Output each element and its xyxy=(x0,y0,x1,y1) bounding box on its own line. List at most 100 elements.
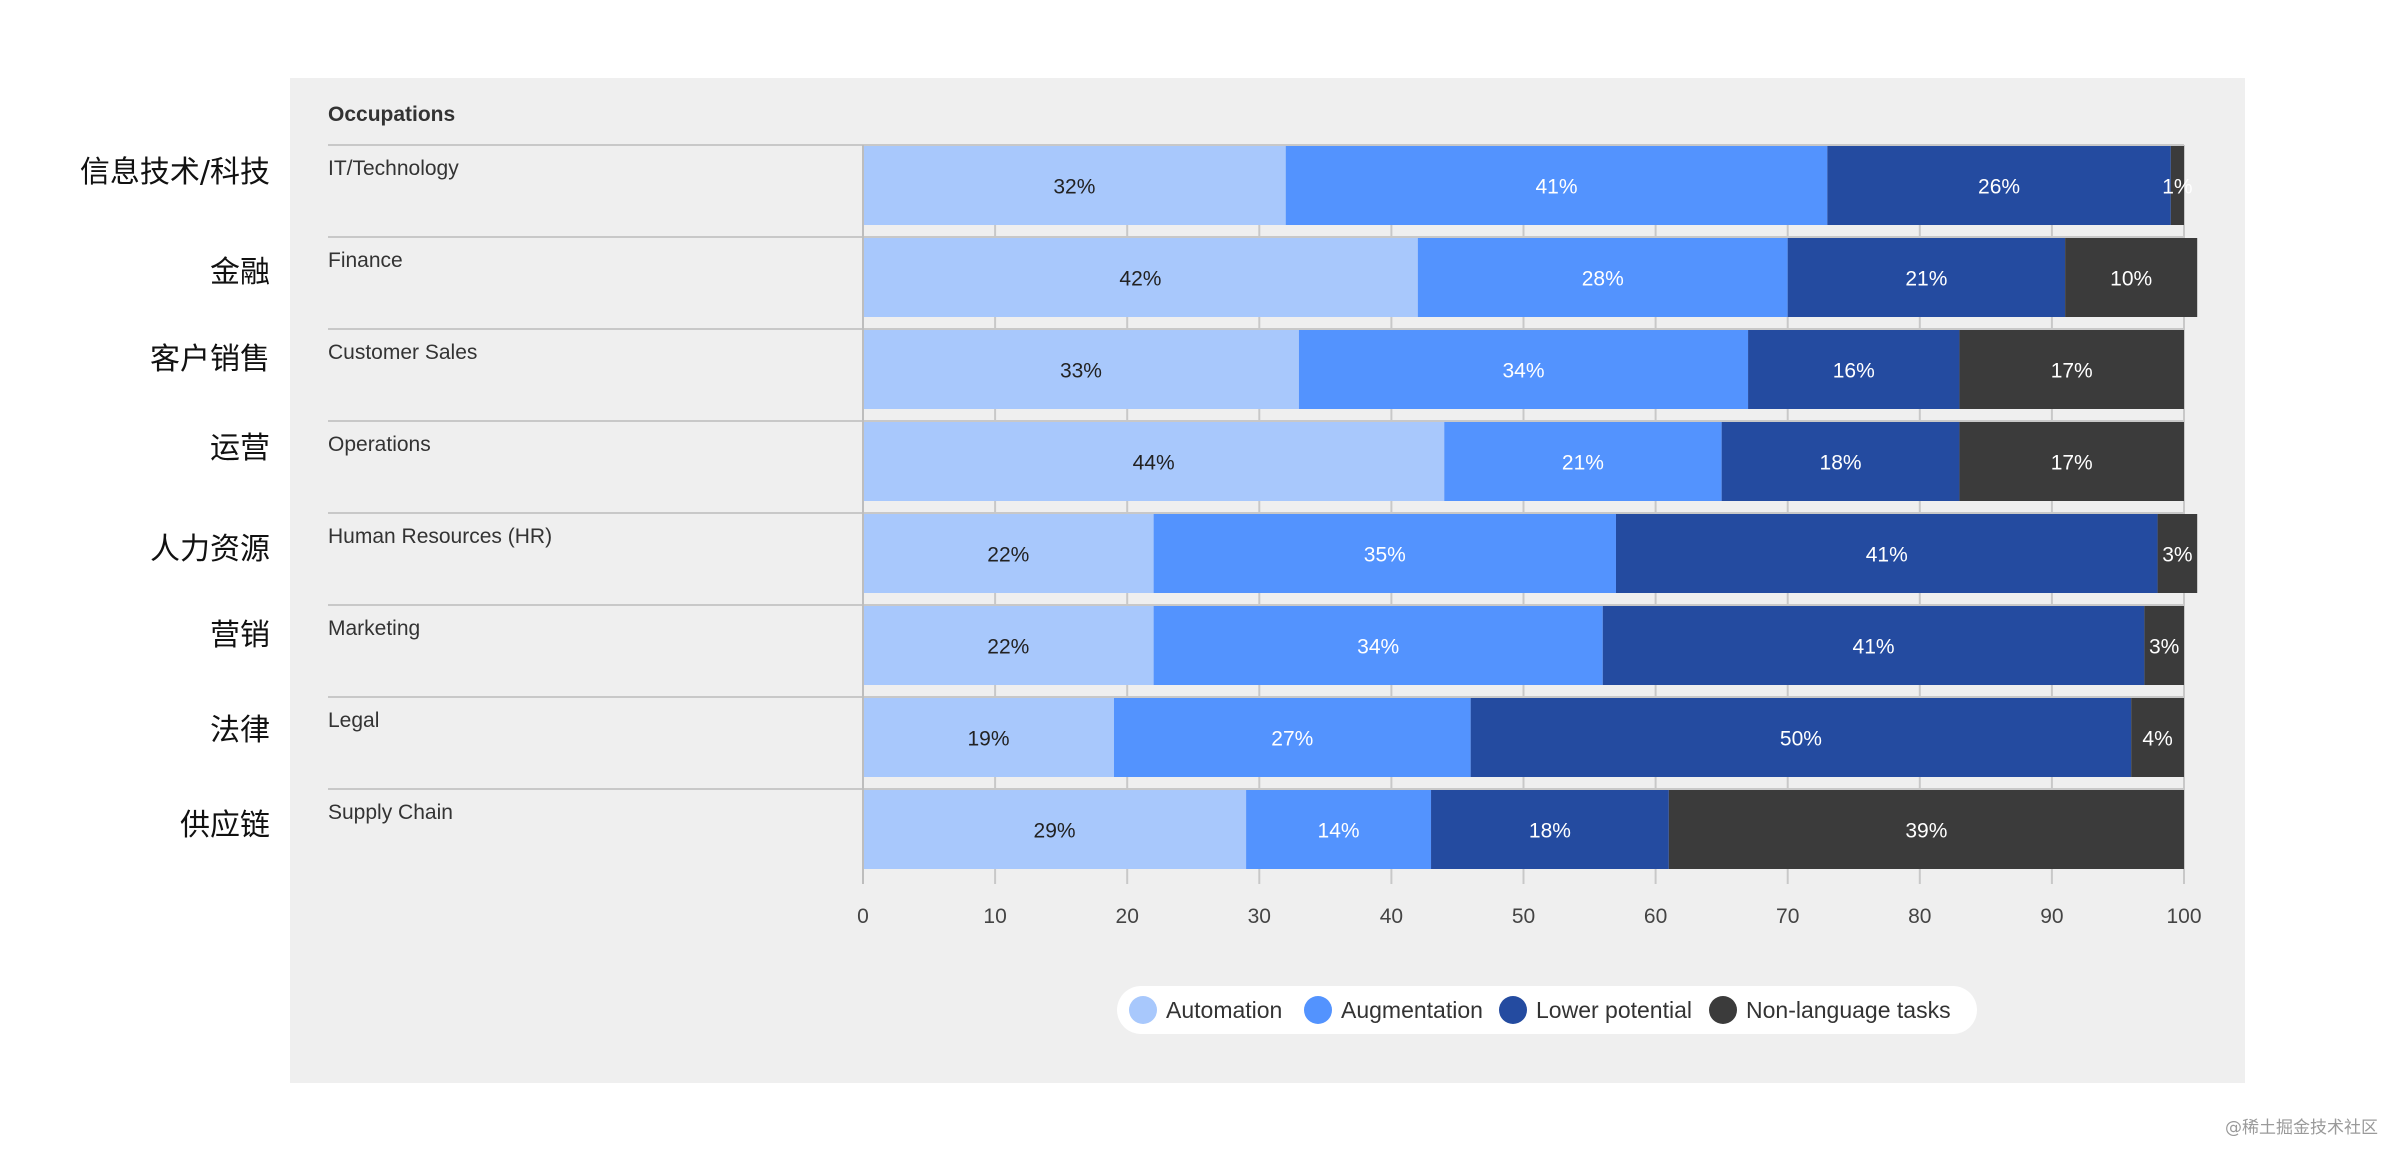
bar-segment xyxy=(2131,698,2184,777)
bar-segment xyxy=(1787,238,2066,317)
bar-segment xyxy=(1470,698,2132,777)
bar-value-label: 18% xyxy=(1529,820,1571,843)
bar-segment xyxy=(1827,146,2171,225)
x-tick-label-100: 100 xyxy=(2166,905,2201,928)
bar-value-label: 4% xyxy=(2142,728,2172,751)
bar-segment xyxy=(1959,330,2184,409)
bar-segment xyxy=(863,698,1114,777)
bar-segment xyxy=(1153,606,1603,685)
bar-value-label: 17% xyxy=(2051,360,2093,383)
category-label: Supply Chain xyxy=(328,801,453,824)
category-label: IT/Technology xyxy=(328,157,459,180)
chinese-label-2: 金融 xyxy=(210,255,270,290)
bar-segment xyxy=(863,514,1154,593)
bar-value-label: 41% xyxy=(1853,636,1895,659)
bar-segment xyxy=(1246,790,1432,869)
bar-segment xyxy=(1748,330,1960,409)
chinese-label-7: 法律 xyxy=(210,713,270,748)
bar-segment xyxy=(863,238,1418,317)
bar-segment xyxy=(1668,790,2184,869)
chinese-label-5: 人力资源 xyxy=(150,532,270,567)
bar-value-label: 33% xyxy=(1060,360,1102,383)
bar-value-label: 1% xyxy=(2162,176,2192,199)
bar-value-label: 39% xyxy=(1905,820,1947,843)
bar-segment xyxy=(1444,422,1722,501)
chinese-label-6: 营销 xyxy=(210,618,270,653)
bar-value-label: 21% xyxy=(1562,452,1604,475)
category-label: Legal xyxy=(328,709,379,732)
legend-label: Automation xyxy=(1166,997,1282,1023)
category-rows: IT/Technology Finance Customer Sales Operat… xyxy=(328,144,2184,824)
bar-value-label: 35% xyxy=(1364,544,1406,567)
category-label: Marketing xyxy=(328,617,420,640)
bar-value-label: 34% xyxy=(1502,360,1544,383)
bar-segment xyxy=(2065,238,2198,317)
x-tick-label-50: 50 xyxy=(1512,905,1535,928)
bar-segment xyxy=(1721,422,1960,501)
bar-value-label: 44% xyxy=(1133,452,1175,475)
bar-value-label: 26% xyxy=(1978,176,2020,199)
chinese-label-3: 客户销售 xyxy=(150,342,270,377)
bar-segment xyxy=(1298,330,1749,409)
chinese-label-1: 信息技术/科技 xyxy=(79,155,270,190)
bar-segment xyxy=(2144,606,2184,685)
chart-panel: IT/Technology Finance Customer Sales Operat… xyxy=(290,78,2245,1083)
bar-segment xyxy=(863,790,1247,869)
bar-value-label: 41% xyxy=(1536,176,1578,199)
x-tick-label-20: 20 xyxy=(1116,905,1139,928)
bar-value-label: 29% xyxy=(1034,820,1076,843)
category-label: Operations xyxy=(328,433,431,456)
legend-box xyxy=(1117,986,1977,1034)
bar-segment xyxy=(1285,146,1828,225)
legend-swatch xyxy=(1304,996,1332,1024)
bar-value-label: 3% xyxy=(2162,544,2192,567)
legend-swatch xyxy=(1499,996,1527,1024)
bar-value-label: 22% xyxy=(987,636,1029,659)
bar-value-label: 17% xyxy=(2051,452,2093,475)
legend-swatch xyxy=(1709,996,1737,1024)
x-axis: 0 10 20 30 40 50 60 70 80 90 100 xyxy=(857,145,2202,928)
x-tick-label-90: 90 xyxy=(2040,905,2063,928)
bar-segment xyxy=(1959,422,2184,501)
legend-label: Lower potential xyxy=(1536,997,1692,1023)
bar-segment xyxy=(2170,146,2184,225)
chinese-label-4: 运营 xyxy=(210,431,270,466)
category-label: Finance xyxy=(328,249,403,272)
chinese-label-8: 供应链 xyxy=(180,808,270,843)
watermark: @稀土掘金技术社区 xyxy=(2225,1118,2378,1138)
bar-value-label: 22% xyxy=(987,544,1029,567)
bar-segment xyxy=(2157,514,2198,593)
bar-value-label: 3% xyxy=(2149,636,2179,659)
x-tick-label-30: 30 xyxy=(1248,905,1271,928)
x-tick-label-70: 70 xyxy=(1776,905,1799,928)
bars: 32% 41% 26% 1% 42% 28% 21% 10% 33% 34% 16% 17% 44% 21… xyxy=(863,146,2198,869)
bar-value-label: 21% xyxy=(1905,268,1947,291)
bar-value-label: 28% xyxy=(1582,268,1624,291)
chart-title: Occupations xyxy=(328,103,455,126)
bar-segment xyxy=(1431,790,1669,869)
bar-value-label: 19% xyxy=(967,728,1009,751)
bar-segment xyxy=(1602,606,2145,685)
bar-segment xyxy=(863,146,1286,225)
x-tick-label-0: 0 xyxy=(857,905,869,928)
bar-value-label: 10% xyxy=(2110,268,2152,291)
bar-value-label: 14% xyxy=(1318,820,1360,843)
bar-segment xyxy=(1417,238,1788,317)
bar-segment xyxy=(863,606,1154,685)
x-tick-label-10: 10 xyxy=(983,905,1006,928)
stacked-bar-chart: IT/Technology Finance Customer Sales Operat… xyxy=(328,103,2202,1034)
bar-value-label: 42% xyxy=(1119,268,1161,291)
bar-segment xyxy=(863,330,1299,409)
bar-segment xyxy=(1153,514,1616,593)
category-label: Customer Sales xyxy=(328,341,477,364)
legend: Automation Augmentation Lower potential Non… xyxy=(1117,986,1977,1034)
bar-value-label: 34% xyxy=(1357,636,1399,659)
bar-segment xyxy=(1113,698,1471,777)
bar-value-label: 27% xyxy=(1271,728,1313,751)
bar-value-label: 18% xyxy=(1820,452,1862,475)
bar-segment xyxy=(1615,514,2158,593)
category-label: Human Resources (HR) xyxy=(328,525,552,548)
x-tick-label-60: 60 xyxy=(1644,905,1667,928)
legend-swatch xyxy=(1129,996,1157,1024)
x-tick-label-40: 40 xyxy=(1380,905,1403,928)
